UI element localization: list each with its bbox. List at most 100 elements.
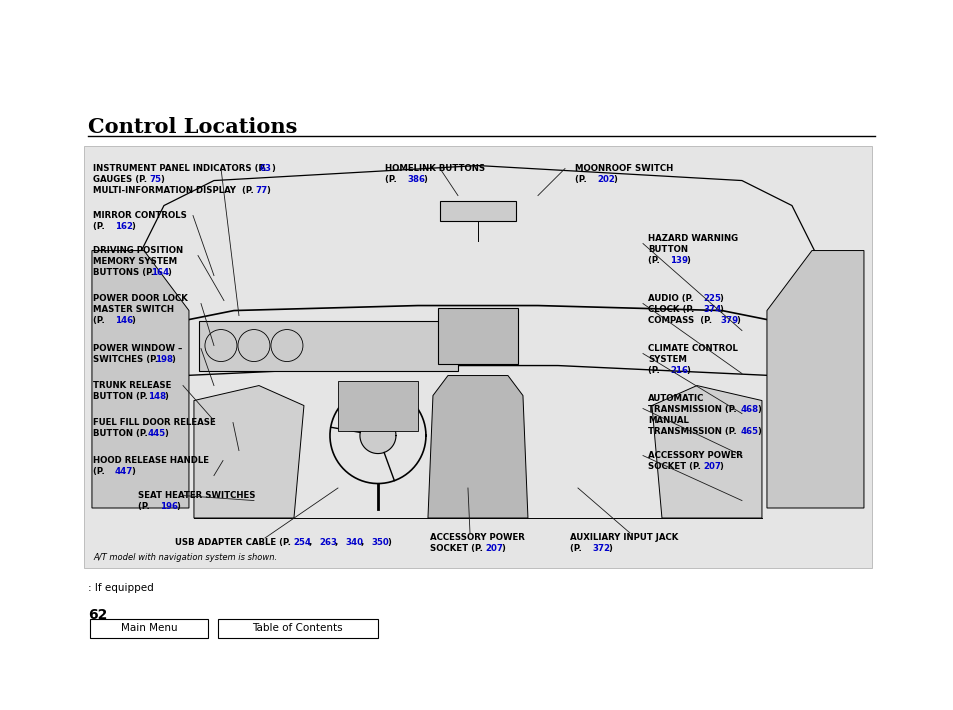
Text: (P.: (P. (647, 366, 662, 375)
Text: ): ) (167, 268, 171, 277)
Text: MULTI-INFORMATION DISPLAY  (P.: MULTI-INFORMATION DISPLAY (P. (92, 185, 256, 195)
Text: 77: 77 (254, 185, 267, 195)
Text: 374: 374 (702, 305, 720, 314)
Text: USB ADAPTER CABLE (P.: USB ADAPTER CABLE (P. (174, 538, 294, 547)
Text: ): ) (719, 293, 722, 302)
Text: SOCKET (P.: SOCKET (P. (430, 544, 485, 553)
Text: ): ) (719, 305, 722, 314)
Text: 62: 62 (88, 608, 108, 622)
Text: ): ) (266, 185, 270, 195)
Bar (437, 307, 517, 364)
Text: ): ) (685, 366, 689, 375)
Text: MASTER SWITCH: MASTER SWITCH (92, 305, 173, 314)
Text: MOONROOF SWITCH: MOONROOF SWITCH (575, 163, 673, 173)
Text: ): ) (131, 315, 134, 324)
Polygon shape (91, 251, 189, 508)
Text: 202: 202 (597, 175, 615, 184)
Text: 75: 75 (149, 175, 161, 184)
Text: 196: 196 (160, 501, 178, 510)
Text: ): ) (613, 175, 617, 184)
Text: 386: 386 (407, 175, 424, 184)
Text: Control Locations: Control Locations (88, 117, 297, 137)
Text: 198: 198 (154, 354, 172, 364)
Text: ): ) (171, 354, 174, 364)
Text: 350: 350 (371, 538, 388, 547)
Text: 254: 254 (293, 538, 311, 547)
Polygon shape (428, 376, 527, 518)
Text: DRIVING POSITION: DRIVING POSITION (92, 246, 183, 255)
Text: 379: 379 (720, 315, 738, 324)
Text: 445: 445 (148, 429, 166, 437)
Text: COMPASS  (P.: COMPASS (P. (647, 315, 715, 324)
Text: TRUNK RELEASE: TRUNK RELEASE (92, 381, 172, 390)
Text: 139: 139 (669, 256, 687, 265)
Text: CLOCK (P.: CLOCK (P. (647, 305, 697, 314)
Text: (P.: (P. (385, 175, 399, 184)
Text: ): ) (164, 391, 168, 400)
Text: MIRROR CONTROLS: MIRROR CONTROLS (92, 211, 187, 219)
Text: BUTTON (P.: BUTTON (P. (92, 429, 151, 437)
Text: 148: 148 (148, 391, 166, 400)
Bar (217, 619, 377, 638)
Text: 164: 164 (151, 268, 169, 277)
Text: FUEL FILL DOOR RELEASE: FUEL FILL DOOR RELEASE (92, 417, 215, 427)
Text: GAUGES (P.: GAUGES (P. (92, 175, 150, 184)
Text: POWER DOOR LOCK: POWER DOOR LOCK (92, 293, 188, 302)
Text: ): ) (685, 256, 689, 265)
Text: (P.: (P. (92, 466, 108, 476)
Text: Main Menu: Main Menu (120, 623, 177, 633)
Text: AUDIO (P.: AUDIO (P. (647, 293, 696, 302)
Text: ): ) (719, 462, 722, 471)
Text: ACCESSORY POWER: ACCESSORY POWER (647, 451, 742, 459)
Text: TRANSMISSION (P.: TRANSMISSION (P. (647, 405, 739, 413)
Text: SYSTEM: SYSTEM (647, 354, 686, 364)
Text: ACCESSORY POWER: ACCESSORY POWER (430, 533, 524, 542)
Text: CLIMATE CONTROL: CLIMATE CONTROL (647, 344, 737, 353)
Text: AUXILIARY INPUT JACK: AUXILIARY INPUT JACK (569, 533, 678, 542)
Text: 263: 263 (318, 538, 336, 547)
Text: (P.: (P. (647, 256, 662, 265)
Bar (84, 146, 871, 568)
Text: ): ) (387, 538, 391, 547)
Text: A/T model with navigation system is shown.: A/T model with navigation system is show… (92, 553, 276, 562)
Text: ,: , (309, 538, 315, 547)
Text: ): ) (607, 544, 611, 553)
Bar (199, 320, 457, 371)
Text: SEAT HEATER SWITCHES: SEAT HEATER SWITCHES (138, 491, 255, 500)
Text: 162: 162 (115, 222, 132, 231)
Text: POWER WINDOW –: POWER WINDOW – (92, 344, 182, 353)
Text: 63: 63 (260, 163, 272, 173)
Text: SOCKET (P.: SOCKET (P. (647, 462, 703, 471)
Polygon shape (766, 251, 863, 508)
Text: 372: 372 (592, 544, 610, 553)
Text: ,: , (335, 538, 341, 547)
Text: 207: 207 (702, 462, 720, 471)
Circle shape (359, 417, 395, 454)
Text: ): ) (735, 315, 740, 324)
Text: ): ) (500, 544, 504, 553)
Polygon shape (193, 386, 304, 518)
Bar (439, 200, 516, 221)
Text: AUTOMATIC: AUTOMATIC (647, 393, 703, 403)
Text: ): ) (131, 222, 134, 231)
Text: 225: 225 (702, 293, 720, 302)
Text: ): ) (757, 427, 760, 435)
Text: ): ) (160, 175, 164, 184)
Text: (P.: (P. (575, 175, 589, 184)
Text: MANUAL: MANUAL (647, 415, 688, 425)
Text: TRANSMISSION (P.: TRANSMISSION (P. (647, 427, 739, 435)
Text: ): ) (164, 429, 168, 437)
Text: : If equipped: : If equipped (88, 583, 153, 593)
Text: 468: 468 (740, 405, 759, 413)
Text: ): ) (757, 405, 760, 413)
Text: 207: 207 (484, 544, 502, 553)
Text: Table of Contents: Table of Contents (253, 623, 342, 633)
Text: INSTRUMENT PANEL INDICATORS (P.: INSTRUMENT PANEL INDICATORS (P. (92, 163, 269, 173)
Text: 216: 216 (669, 366, 687, 375)
Text: (P.: (P. (92, 315, 108, 324)
Text: 340: 340 (345, 538, 363, 547)
Bar (90, 619, 208, 638)
Text: BUTTON (P.: BUTTON (P. (92, 391, 151, 400)
Text: MEMORY SYSTEM: MEMORY SYSTEM (92, 256, 177, 266)
Text: HAZARD WARNING: HAZARD WARNING (647, 234, 738, 243)
